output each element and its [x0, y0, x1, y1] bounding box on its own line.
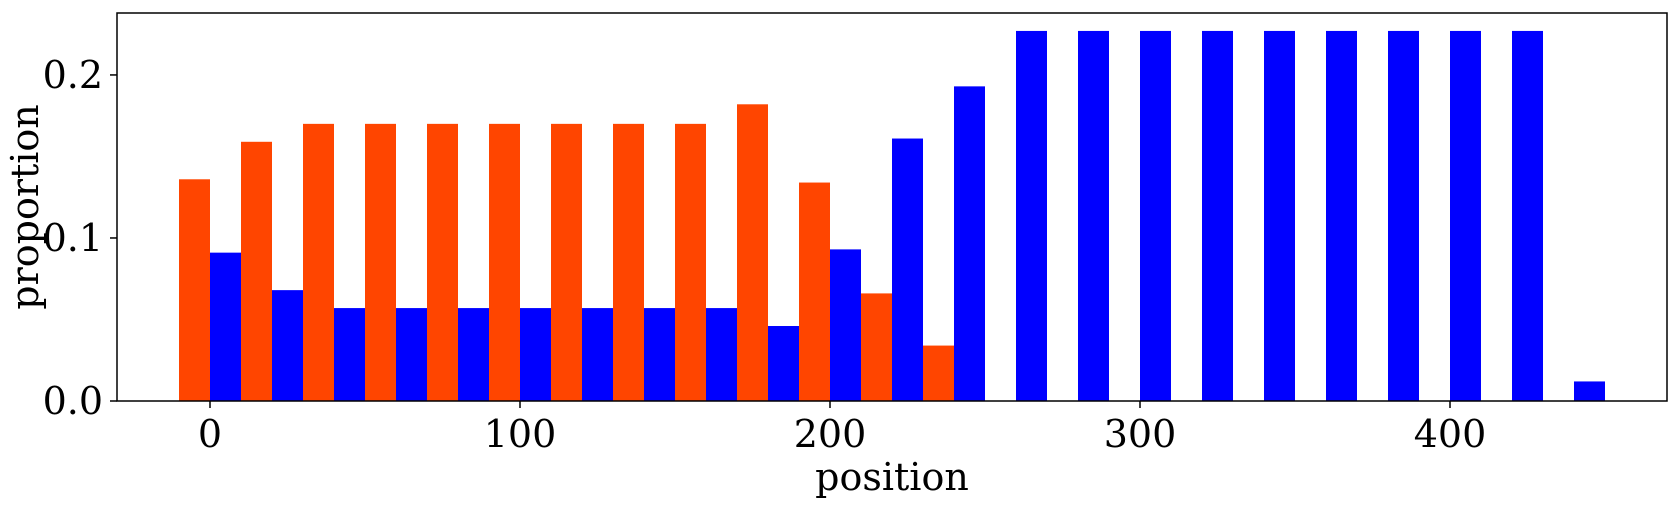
x-axis-label: position: [815, 455, 969, 499]
x-tick-label: 200: [794, 412, 867, 456]
series-orange-bar: [303, 123, 334, 401]
series-blue-bar: [768, 326, 799, 401]
series-blue-bar: [1140, 30, 1171, 402]
series-orange-bar: [737, 104, 768, 401]
series-orange-bar: [241, 141, 272, 401]
series-orange-bar: [861, 293, 892, 401]
series-orange-bar: [551, 123, 582, 401]
series-blue-bar: [644, 308, 675, 401]
x-axis-ticks: 0 100 200 300 400: [198, 401, 1486, 456]
series-blue-bar: [1016, 30, 1047, 402]
series-blue-bar: [396, 308, 427, 401]
series-orange-bar: [179, 179, 210, 401]
series-blue-bar: [1326, 30, 1357, 402]
series-blue-bar: [272, 290, 303, 401]
x-tick-label: 0: [198, 412, 222, 456]
y-tick-label: 0.1: [43, 216, 103, 260]
series-blue-bar: [1264, 30, 1295, 402]
y-tick-label: 0.2: [43, 53, 103, 97]
series-blue-bar: [892, 138, 923, 401]
series-blue-bar: [458, 308, 489, 401]
series-blue-bar: [1450, 30, 1481, 402]
x-tick-label: 100: [484, 412, 557, 456]
series-orange-bar: [613, 123, 644, 401]
series-blue-bar: [334, 308, 365, 401]
series-blue-bar: [954, 86, 985, 402]
series-blue-bar: [520, 308, 551, 401]
y-axis-ticks: 0.0 0.1 0.2: [43, 53, 117, 423]
x-tick-label: 300: [1104, 412, 1177, 456]
series-orange-bar: [675, 123, 706, 401]
series-blue-bar: [1512, 30, 1543, 402]
x-tick-label: 400: [1414, 412, 1487, 456]
series-orange-bar: [799, 182, 830, 401]
series-orange-bar: [365, 123, 396, 401]
series-blue-bar: [1388, 30, 1419, 402]
series-blue-bar: [210, 252, 241, 401]
series-orange-bar: [923, 345, 954, 401]
y-tick-label: 0.0: [43, 379, 103, 423]
series-blue-bar: [830, 249, 861, 401]
series-blue-bar: [1202, 30, 1233, 402]
series-orange-bar: [489, 123, 520, 401]
series-blue-bar: [706, 308, 737, 401]
series-orange-bar: [427, 123, 458, 401]
series-blue-bar: [1574, 381, 1605, 401]
y-axis-label: proportion: [3, 104, 47, 310]
bars-layer: [179, 30, 1605, 402]
series-blue-bar: [582, 308, 613, 401]
series-blue-bar: [1078, 30, 1109, 402]
plot-frame: [116, 12, 1668, 402]
